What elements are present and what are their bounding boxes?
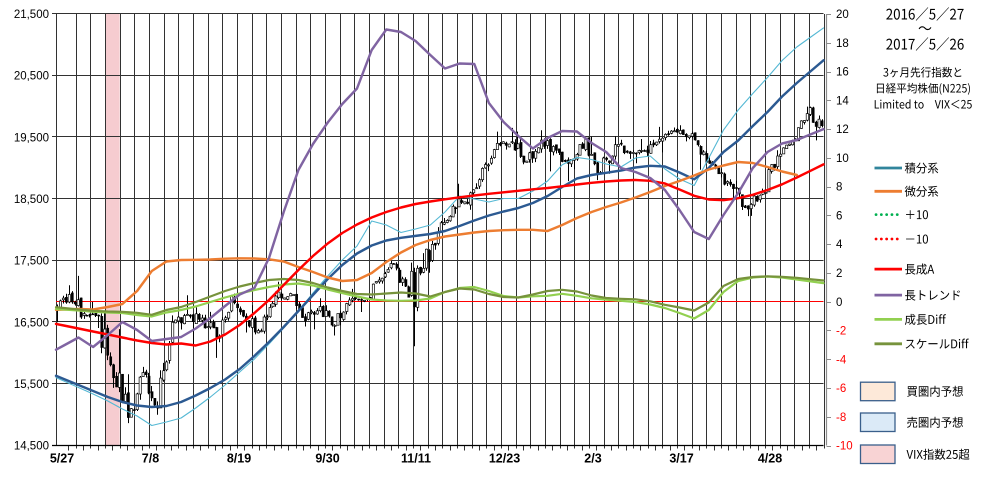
svg-text:3/17: 3/17 [669, 452, 693, 466]
svg-text:-6: -6 [836, 383, 846, 395]
svg-text:-4: -4 [836, 354, 847, 366]
svg-text:6: 6 [836, 211, 842, 223]
svg-text:4: 4 [836, 239, 843, 251]
svg-text:0: 0 [836, 297, 842, 309]
svg-text:15,500: 15,500 [14, 379, 49, 391]
svg-text:2: 2 [836, 268, 842, 280]
svg-text:14: 14 [836, 95, 849, 107]
svg-text:12: 12 [836, 124, 849, 136]
svg-text:-10: -10 [836, 441, 853, 453]
svg-text:8/19: 8/19 [227, 452, 251, 466]
svg-text:11/11: 11/11 [401, 452, 431, 466]
svg-text:-2: -2 [836, 326, 846, 338]
svg-text:18,500: 18,500 [14, 194, 49, 206]
svg-text:4/28: 4/28 [758, 452, 782, 466]
svg-text:16: 16 [836, 67, 849, 79]
svg-text:19,500: 19,500 [14, 132, 49, 144]
svg-text:14,500: 14,500 [14, 441, 49, 453]
svg-text:10: 10 [836, 153, 849, 165]
svg-text:20: 20 [836, 9, 849, 21]
svg-text:5/27: 5/27 [50, 452, 74, 466]
svg-text:12/23: 12/23 [489, 452, 520, 466]
svg-text:21,500: 21,500 [14, 9, 49, 21]
svg-text:20,500: 20,500 [14, 71, 49, 83]
svg-text:8: 8 [836, 182, 842, 194]
svg-text:7/8: 7/8 [142, 452, 159, 466]
svg-text:16,500: 16,500 [14, 317, 49, 329]
svg-text:2/3: 2/3 [584, 452, 601, 466]
svg-text:9/30: 9/30 [315, 452, 339, 466]
svg-text:18: 18 [836, 38, 849, 50]
svg-text:-8: -8 [836, 412, 846, 424]
svg-text:17,500: 17,500 [14, 256, 49, 268]
